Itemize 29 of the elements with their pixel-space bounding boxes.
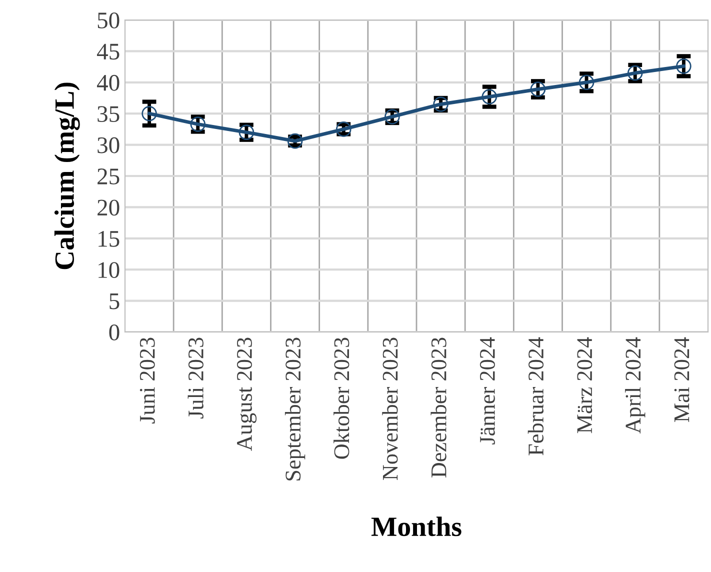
x-tick-label: Oktober 2023 <box>334 338 350 459</box>
x-tick-label: September 2023 <box>284 338 306 480</box>
y-tick-label: 5 <box>110 294 120 310</box>
point <box>676 58 692 74</box>
x-tick-label: Jänner 2024 <box>480 337 495 444</box>
x-tick-label: März 2024 <box>577 337 592 434</box>
y-tick-label: 40 <box>96 74 120 91</box>
x-tick-label: August 2023 <box>236 338 257 451</box>
x-tick-label: Juni 2023 <box>140 338 155 424</box>
y-tick-label: 50 <box>98 12 120 28</box>
point <box>482 89 498 104</box>
x-tick-label: Mai 2024 <box>674 337 690 422</box>
y-tick-label: 25 <box>98 168 120 184</box>
x-axis-title: Months <box>371 516 462 536</box>
y-tick-label: 0 <box>109 324 120 340</box>
y-tick-label: 20 <box>98 200 120 216</box>
x-tick-label: Juli 2023 <box>188 338 204 419</box>
x-tick-label: November 2023 <box>382 338 398 480</box>
y-tick-label: 15 <box>98 231 120 247</box>
y-axis-title: Calcium (mg/L) <box>54 82 80 270</box>
y-tick-label: 35 <box>98 106 120 122</box>
x-tick-label: April 2024 <box>625 337 646 434</box>
y-tick-label: 45 <box>96 44 120 60</box>
y-tick-label: 10 <box>98 262 120 278</box>
x-tick-label: Dezember 2023 <box>430 338 446 478</box>
x-tick-label: Februar 2024 <box>528 337 544 456</box>
point <box>142 106 157 122</box>
point <box>578 74 594 90</box>
y-tick-label: 30 <box>98 137 120 154</box>
